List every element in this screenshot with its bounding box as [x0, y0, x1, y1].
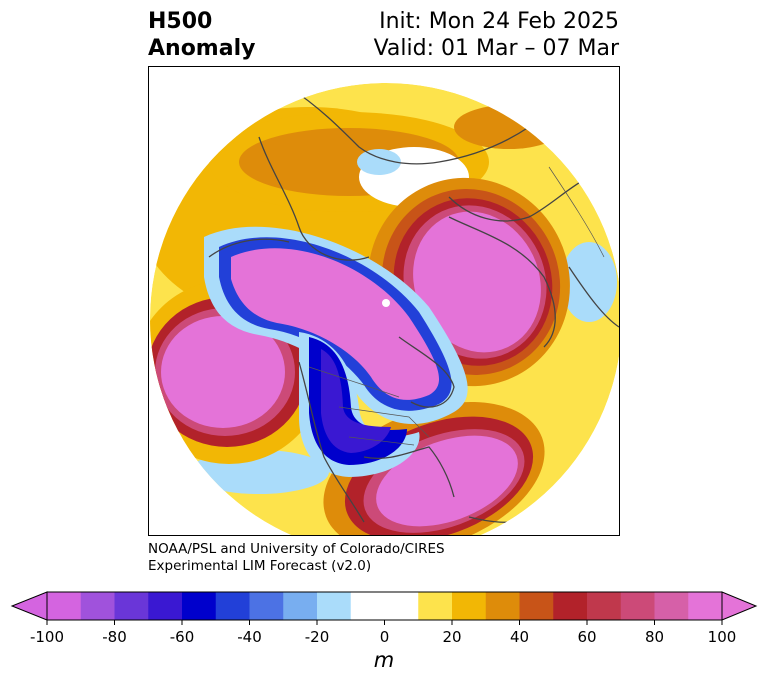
colorbar-tick-label: 0	[379, 628, 390, 646]
colorbar-svg	[10, 591, 758, 625]
credit-line-1: NOAA/PSL and University of Colorado/CIRE…	[148, 541, 445, 557]
colorbar-bin	[654, 592, 689, 620]
trough-western-us	[299, 332, 420, 477]
colorbar-bin	[182, 592, 217, 620]
colorbar-tick-label: 20	[442, 628, 462, 646]
colorbar-tick-label: -40	[237, 628, 262, 646]
ridge-atlantic	[323, 401, 545, 535]
north-pole-marker	[382, 299, 390, 307]
trough-polar	[204, 226, 468, 424]
colorbar-bin	[317, 592, 352, 620]
valid-range: Valid: 01 Mar – 07 Mar	[373, 36, 619, 61]
credit-line-2: Experimental LIM Forecast (v2.0)	[148, 558, 372, 574]
colorbar-bin	[47, 592, 82, 620]
anomaly-map	[148, 66, 620, 536]
weak-low-europe	[561, 242, 617, 322]
colorbar-extend-max	[721, 591, 758, 621]
colorbar-bin	[418, 592, 453, 620]
colorbar-tick-label: 60	[577, 628, 597, 646]
title-left: H500 Anomaly	[148, 8, 255, 62]
colorbar-bin	[350, 592, 385, 620]
weak-low-siberia	[357, 149, 401, 175]
colorbar-bin	[688, 592, 723, 620]
colorbar-tick-label: -60	[169, 628, 195, 646]
colorbar-tick-label: 100	[707, 628, 737, 646]
ridge-east-asia	[454, 105, 564, 149]
title-line-1: H500	[148, 9, 213, 34]
title-line-2: Anomaly	[148, 36, 256, 61]
colorbar-bin	[249, 592, 284, 620]
colorbar-bin	[80, 592, 115, 620]
colorbar-bin	[384, 592, 419, 620]
colorbar-bin	[114, 592, 149, 620]
colorbar-bin	[452, 592, 487, 620]
coastlines	[208, 86, 619, 523]
colorbar-bin	[485, 592, 520, 620]
colorbar-bin	[587, 592, 622, 620]
map-svg	[150, 83, 619, 535]
credit-text: NOAA/PSL and University of Colorado/CIRE…	[148, 541, 445, 575]
colorbar-tick-label: 80	[644, 628, 665, 646]
ridge-north-pacific	[150, 280, 324, 464]
colorbar-bin	[553, 592, 588, 620]
colorbar-bin	[215, 592, 250, 620]
colorbar-unit: m	[373, 648, 395, 672]
title-right: Init: Mon 24 Feb 2025 Valid: 01 Mar – 07…	[374, 8, 619, 62]
colorbar: -100 -80 -60 -40 -20 0 20 40 60 80 100 m	[0, 584, 768, 684]
colorbar-extend-min	[10, 591, 48, 621]
colorbar-tick-label: -100	[29, 628, 65, 646]
colorbar-bin	[148, 592, 183, 620]
colorbar-tick-label: -20	[304, 628, 330, 646]
colorbar-bin	[283, 592, 318, 620]
colorbar-bin	[519, 592, 554, 620]
colorbar-tick-label: -80	[102, 628, 127, 646]
colorbar-tick-label: 40	[509, 628, 530, 646]
colorbar-bin	[620, 592, 655, 620]
init-date: Init: Mon 24 Feb 2025	[379, 9, 619, 34]
